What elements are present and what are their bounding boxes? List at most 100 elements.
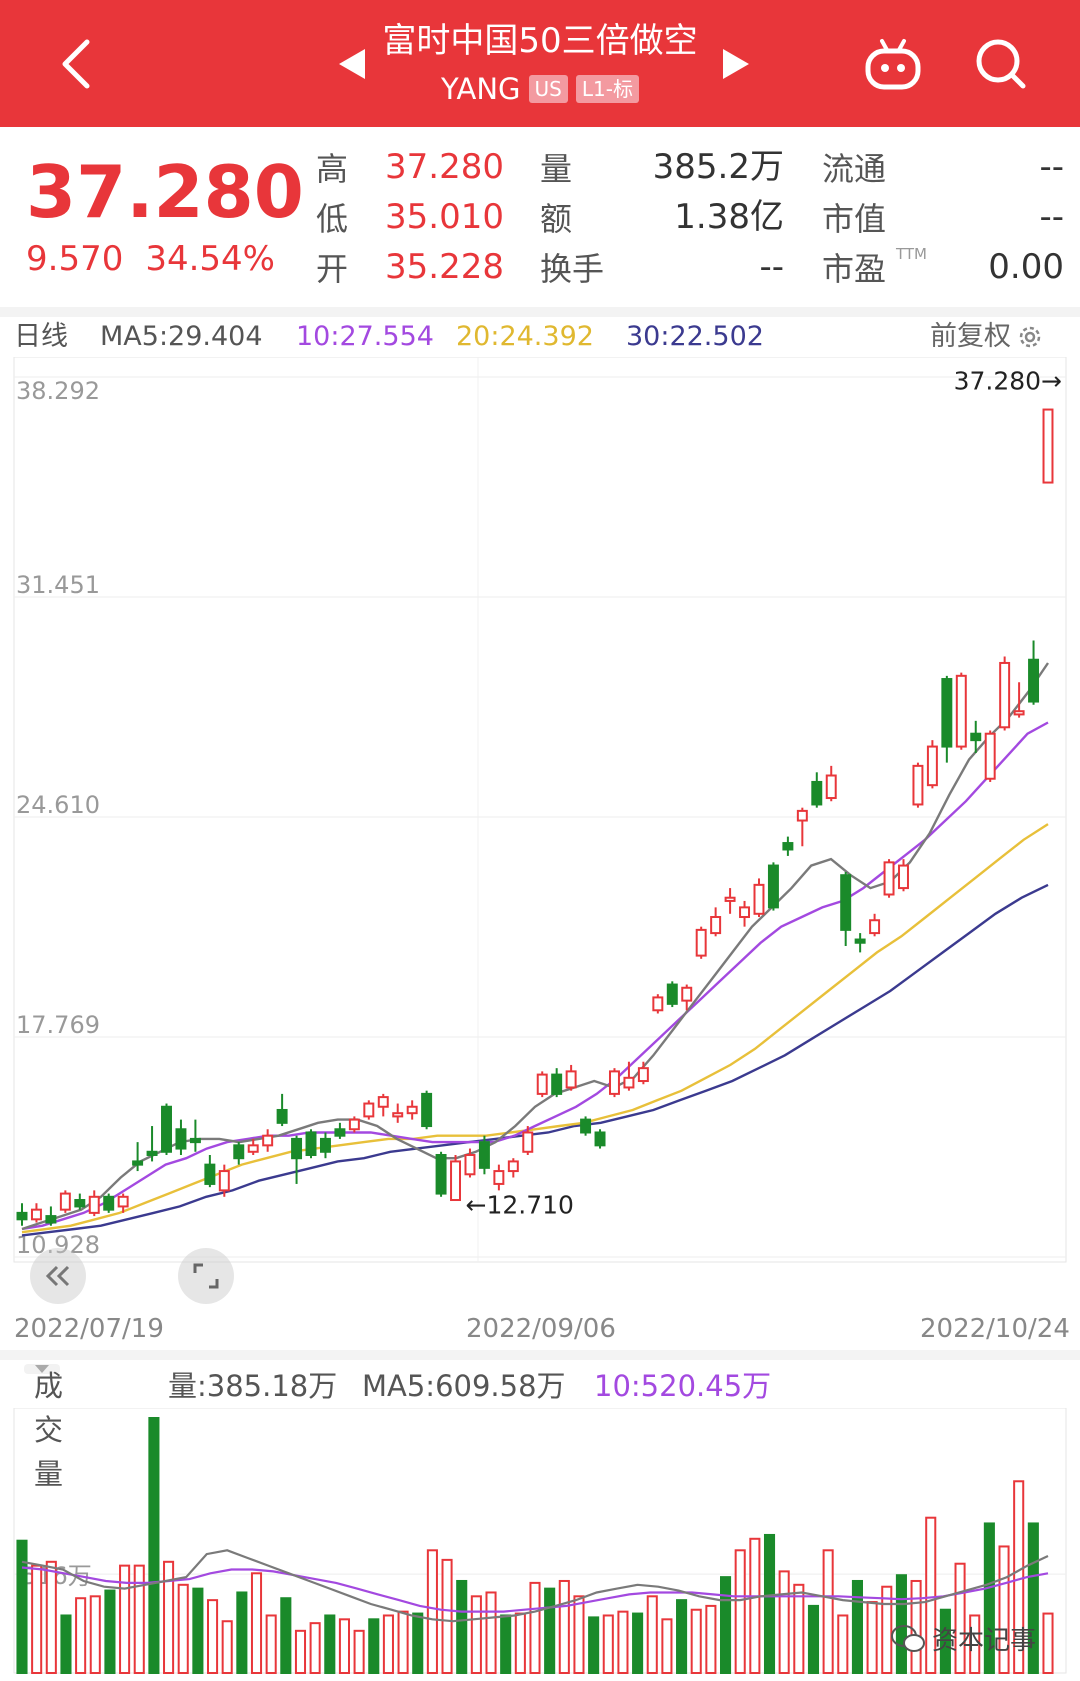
low-label: 低	[316, 200, 349, 238]
volume-chart[interactable]: 516万	[0, 1408, 1080, 1681]
caret-down-icon	[35, 1365, 49, 1373]
volume-bar	[822, 1549, 834, 1674]
adjust-selector[interactable]: 前复权	[930, 317, 1045, 357]
float-label: 流通	[822, 150, 887, 188]
candle	[204, 1154, 216, 1188]
volume-bar	[163, 1560, 175, 1675]
amount-value: 1.38亿	[674, 197, 784, 237]
candle	[623, 1061, 635, 1091]
candle	[59, 1190, 71, 1213]
candle	[276, 1093, 288, 1127]
volume-bar	[324, 1614, 336, 1674]
ma30-line	[21, 883, 1049, 1237]
volume-bar	[456, 1579, 468, 1674]
candle	[30, 1203, 42, 1223]
candle	[74, 1193, 86, 1210]
y-tick-label: 17.769	[16, 1011, 100, 1039]
volume-label: 量	[540, 150, 573, 188]
candle	[161, 1103, 172, 1155]
period-selector[interactable]: 日线	[14, 321, 68, 352]
candle	[695, 926, 707, 959]
volume-bar	[646, 1595, 658, 1674]
candle	[811, 772, 823, 808]
volume-bar	[573, 1595, 585, 1674]
candle	[319, 1132, 331, 1159]
volume-bar	[983, 1522, 995, 1674]
candle	[334, 1122, 346, 1139]
ma20-line	[21, 823, 1049, 1234]
volume-bar	[485, 1591, 497, 1674]
volume-ma5: MA5:609.58万	[362, 1369, 566, 1403]
candle	[406, 1100, 418, 1120]
candle	[825, 765, 837, 802]
annotations: 37.280→ ←12.710	[466, 367, 1062, 1220]
candle	[666, 981, 678, 1008]
candle	[565, 1064, 577, 1091]
volume-bar	[280, 1597, 292, 1675]
volume-bar	[16, 1539, 28, 1674]
candle	[869, 913, 881, 937]
back-button[interactable]	[40, 0, 110, 127]
candle	[450, 1154, 462, 1202]
candle	[767, 862, 779, 911]
candle	[536, 1071, 548, 1098]
date-label-end: 2022/10/24	[920, 1314, 1070, 1344]
volume-bar	[778, 1570, 790, 1674]
price-change: 9.570 34.54%	[26, 237, 297, 281]
volume-bar	[895, 1574, 907, 1674]
volume-bar	[807, 1604, 820, 1674]
pe-label: 市盈	[822, 250, 887, 288]
volume-bar	[31, 1564, 43, 1674]
volume-bar	[588, 1616, 600, 1675]
y-tick-label: 38.292	[16, 377, 100, 405]
high-value: 37.280	[385, 147, 504, 187]
mktcap-value: --	[1039, 197, 1064, 237]
volume-bar	[426, 1549, 438, 1674]
level-tag: L1-标	[575, 75, 639, 103]
volume-bar	[412, 1612, 424, 1674]
prev-stock-button[interactable]	[332, 0, 372, 127]
candle	[377, 1093, 389, 1117]
scroll-back-button[interactable]	[30, 1248, 86, 1304]
indicator-selector[interactable]: 成交量	[24, 1364, 63, 1491]
volume-bar	[309, 1622, 321, 1674]
ma10-value: 10:27.554	[296, 321, 434, 352]
stock-ticker: YANG	[441, 72, 521, 106]
volume-bar	[529, 1581, 541, 1675]
volume-bar	[939, 1608, 951, 1674]
candle	[522, 1126, 534, 1155]
robot-button[interactable]	[858, 0, 928, 127]
candle	[1028, 640, 1040, 705]
volume-bar	[470, 1595, 482, 1674]
candle	[16, 1203, 28, 1226]
volume-bar	[1042, 1612, 1054, 1674]
low-value: 35.010	[385, 197, 504, 237]
candle	[175, 1119, 187, 1155]
volume-bar	[558, 1579, 570, 1674]
candle	[88, 1190, 100, 1217]
candle	[551, 1068, 563, 1098]
date-label-start: 2022/07/19	[14, 1314, 164, 1344]
volume-bar	[294, 1629, 307, 1674]
next-stock-button[interactable]	[716, 0, 756, 127]
candle	[782, 836, 794, 856]
section-divider-2	[0, 1350, 1080, 1360]
fullscreen-button[interactable]	[178, 1248, 234, 1304]
volume-bar	[60, 1614, 72, 1674]
volume-bar	[676, 1599, 688, 1674]
volume-bar	[661, 1618, 673, 1675]
volume-bar	[206, 1599, 219, 1674]
candle	[132, 1142, 144, 1172]
volume-bar	[104, 1589, 116, 1675]
candle	[710, 907, 722, 937]
volume-value: 385.2万	[652, 147, 784, 187]
search-button[interactable]	[966, 0, 1036, 127]
volume-current: 量:385.18万	[168, 1369, 338, 1403]
volume-bar	[1027, 1522, 1039, 1674]
volume-bar	[397, 1610, 409, 1675]
candle	[103, 1193, 115, 1213]
volume-ma-lines	[21, 1549, 1049, 1623]
back-arrow-icon	[62, 39, 90, 88]
candlestick-chart[interactable]: 38.292 31.451 24.610 17.769 10.928 37.280→ ←1…	[0, 357, 1080, 1312]
volume-bar	[221, 1620, 233, 1674]
